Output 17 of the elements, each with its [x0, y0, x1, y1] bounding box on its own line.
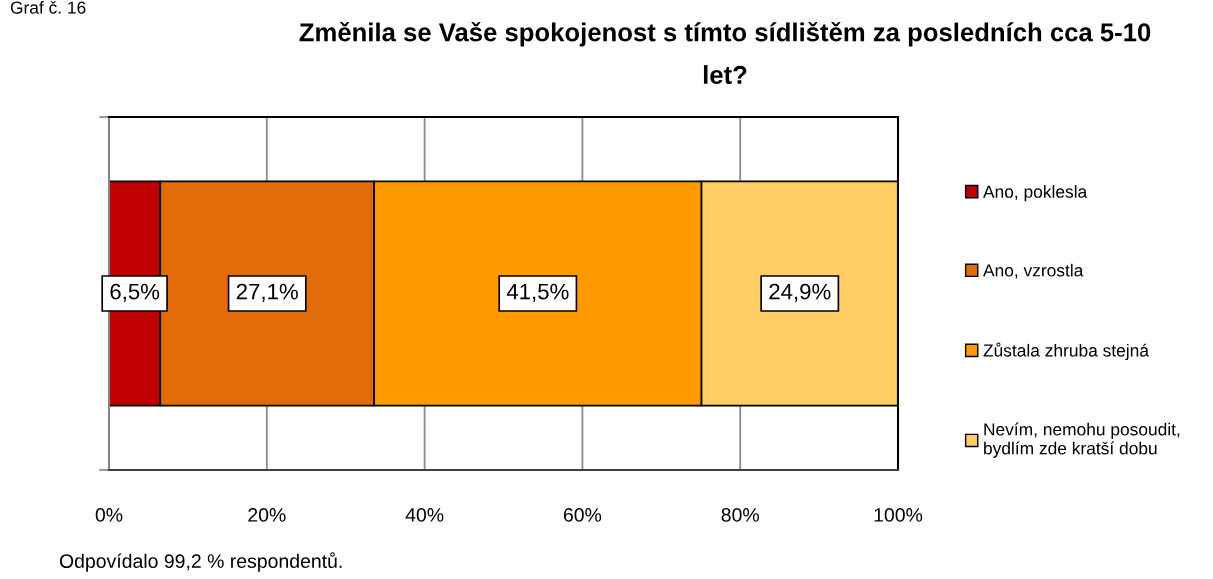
- legend-label: Nevím, nemohu posoudit, bydlím zde kratší dobu: [984, 422, 1180, 458]
- legend-label: Zůstala zhruba stejná: [983, 342, 1149, 361]
- chart-title: Změnila se Vaše spokojenost s tímto sídlištěm za posledních cca 5-10 let?: [299, 22, 1151, 85]
- legend-label: Ano, vzrostla: [983, 263, 1084, 279]
- x-tick-label: 40%: [405, 508, 444, 522]
- x-tick-label: 100%: [874, 508, 923, 522]
- x-tick-label: 0%: [95, 508, 123, 522]
- text: Graf č. 16: [10, 0, 86, 14]
- legend-label: Ano, poklesla: [983, 185, 1088, 202]
- text: Odpovídalo 99,2 % respondentů.: [59, 552, 342, 572]
- x-tick-label: 20%: [248, 508, 286, 522]
- data-label: 27,1%: [236, 283, 298, 303]
- data-label: 6,5%: [110, 283, 160, 303]
- x-tick-label: 80%: [721, 508, 759, 522]
- x-tick-label: 60%: [563, 508, 602, 522]
- data-label: 41,5%: [506, 283, 569, 303]
- data-label: 24,9%: [769, 283, 831, 303]
